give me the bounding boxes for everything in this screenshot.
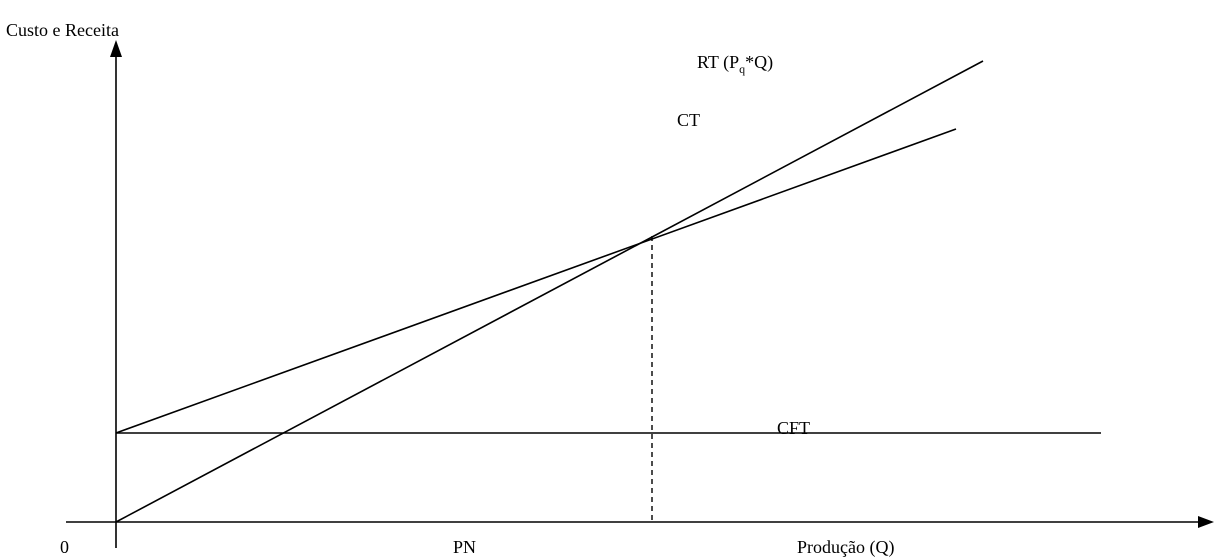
rt-label-tail: *Q) bbox=[745, 52, 773, 73]
cft-label: CFT bbox=[777, 418, 810, 438]
origin-label: 0 bbox=[60, 537, 69, 557]
rt-line bbox=[115, 60, 984, 523]
ct-label: CT bbox=[677, 110, 700, 130]
break-even-label: PN bbox=[453, 537, 476, 557]
rt-label-main: RT (P bbox=[697, 52, 739, 73]
y-axis-label: Custo e Receita bbox=[6, 20, 119, 40]
rt-label: RT (Pq*Q) bbox=[697, 52, 773, 76]
ct-line bbox=[115, 128, 957, 434]
x-axis-arrow bbox=[1198, 516, 1214, 528]
x-axis-label: Produção (Q) bbox=[797, 537, 894, 558]
y-axis-arrow bbox=[110, 40, 122, 57]
rt-label-subscript: q bbox=[739, 62, 745, 76]
